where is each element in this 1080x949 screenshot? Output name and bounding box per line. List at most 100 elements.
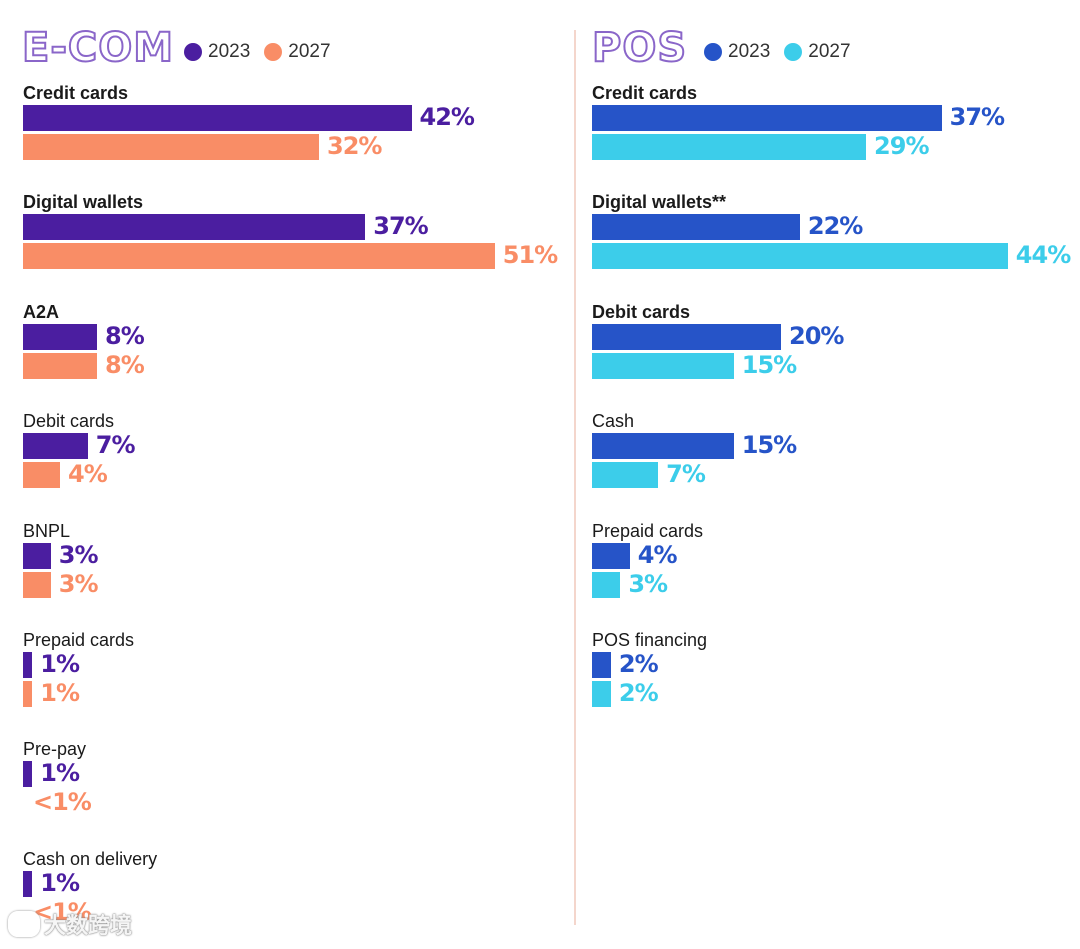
- pos-value-label-2027: 2%: [618, 679, 659, 707]
- pos-bar-2027: [592, 462, 659, 489]
- pos-value-label-2023: 22%: [807, 212, 863, 241]
- pos-legend-2027-label: 2027: [808, 41, 851, 62]
- ecom-value-label-2023: 1%: [40, 759, 80, 788]
- ecom-category-label: Digital wallets: [23, 192, 144, 213]
- legend-dot-icon: [784, 43, 803, 61]
- ecom-category-label: A2A: [23, 301, 60, 322]
- ecom-bar-2023: [23, 214, 366, 241]
- ecom-legend-2023: 2023: [184, 40, 250, 64]
- legend-dot-icon: [184, 43, 202, 61]
- pos-bar-2027: [592, 134, 867, 160]
- pos-bar-2027: [592, 243, 1008, 270]
- pos-value-label-2027: 44%: [1015, 241, 1071, 270]
- ecom-value-label-2023: 3%: [58, 540, 99, 569]
- ecom-bar-2027: [23, 681, 33, 707]
- ecom-legend-2027: 2027: [264, 40, 331, 64]
- legend-dot-icon: [264, 43, 283, 61]
- pos-title: POS: [591, 25, 688, 71]
- ecom-value-label-2023: 7%: [95, 431, 136, 460]
- pos-bar-2027: [592, 571, 621, 598]
- ecom-group-2: A2A 8% 8%: [23, 302, 583, 402]
- pos-group-1: Digital wallets** 22% 44%: [592, 192, 1080, 292]
- ecom-bar-2023: [23, 652, 33, 678]
- pos-group-5: POS financing 2% 2%: [592, 630, 1080, 730]
- pos-category-label: POS financing: [592, 630, 708, 650]
- pos-category-label: Credit cards: [592, 83, 698, 103]
- ecom-group-3: Debit cards 7% 4%: [23, 411, 583, 511]
- pos-bar-2023: [592, 652, 611, 678]
- ecom-legend-2023-label: 2023: [208, 41, 251, 62]
- ecom-category-label: Cash on delivery: [23, 848, 158, 869]
- pos-value-label-2023: 2%: [618, 650, 659, 678]
- pos-value-label-2023: 37%: [949, 103, 1005, 131]
- panel-divider: [574, 30, 576, 925]
- pos-group-3: Cash 15% 7%: [592, 411, 1080, 511]
- ecom-category-label: Credit cards: [23, 83, 129, 103]
- ecom-value-label-2027: 3%: [58, 569, 99, 598]
- pos-category-label: Prepaid cards: [592, 520, 704, 541]
- pos-category-label: Cash: [592, 411, 635, 432]
- watermark: 大数跨境: [8, 908, 132, 940]
- ecom-group-1: Digital wallets 37% 51%: [23, 192, 583, 292]
- ecom-group-7: Cash on delivery 1% <1%: [23, 849, 583, 949]
- pos-bar-2023: [592, 433, 734, 460]
- ecom-value-label-2027: 32%: [327, 132, 382, 160]
- ecom-value-label-2023: 8%: [105, 321, 145, 350]
- pos-value-label-2027: 15%: [741, 350, 797, 379]
- pos-value-label-2027: 7%: [666, 460, 706, 489]
- pos-value-label-2023: 20%: [789, 321, 844, 350]
- ecom-bar-2023: [23, 761, 33, 788]
- ecom-legend-2027-label: 2027: [288, 41, 331, 62]
- ecom-bar-2027: [23, 243, 495, 270]
- pos-group-2: Debit cards 20% 15%: [592, 302, 1080, 402]
- pos-bar-2023: [592, 105, 942, 131]
- pos-bar-2027: [592, 352, 734, 379]
- ecom-value-label-2027: <1%: [33, 788, 92, 817]
- ecom-category-label: Prepaid cards: [23, 630, 135, 650]
- pos-panel: POS 2023 2027 Credit cards 37% 29% Digital …: [577, 0, 1080, 947]
- pos-bar-2027: [592, 681, 611, 707]
- ecom-value-label-2023: 1%: [40, 650, 80, 678]
- ecom-bar-2023: [23, 105, 412, 131]
- pos-bar-2023: [592, 542, 630, 569]
- ecom-group-6: Pre-pay 1% <1%: [23, 739, 583, 839]
- ecom-title: E-COM: [21, 25, 175, 71]
- pos-group-4: Prepaid cards 4% 3%: [592, 521, 1080, 621]
- watermark-text: 大数跨境: [44, 913, 133, 938]
- pos-legend-2027: 2027: [784, 40, 851, 64]
- ecom-group-0: Credit cards 42% 32%: [23, 83, 583, 183]
- pos-category-label: Digital wallets**: [592, 192, 727, 213]
- ecom-value-label-2027: 51%: [502, 241, 558, 270]
- ecom-value-label-2027: <1%: [33, 897, 92, 926]
- pos-legend-2023: 2023: [704, 40, 770, 64]
- ecom-group-5: Prepaid cards 1% 1%: [23, 630, 583, 730]
- pos-category-label: Debit cards: [592, 301, 691, 322]
- ecom-category-label: Pre-pay: [23, 739, 87, 760]
- ecom-bar-2023: [23, 433, 88, 460]
- pos-value-label-2023: 4%: [637, 540, 678, 569]
- legend-dot-icon: [704, 43, 722, 61]
- ecom-category-label: BNPL: [23, 520, 71, 541]
- pos-value-label-2027: 29%: [874, 132, 929, 160]
- pos-value-label-2023: 15%: [741, 431, 797, 460]
- ecom-legend: 2023 2027: [184, 40, 345, 64]
- watermark-logo-icon: [8, 911, 40, 937]
- ecom-bar-2023: [23, 870, 33, 897]
- ecom-bar-2027: [23, 571, 51, 598]
- ecom-bar-2023: [23, 542, 51, 569]
- ecom-value-label-2027: 8%: [105, 350, 145, 379]
- pos-legend: 2023 2027: [704, 40, 865, 64]
- ecom-bar-2023: [23, 323, 97, 350]
- ecom-panel: E-COM 2023 2027 Credit cards 42% 32% Digita…: [21, 25, 558, 926]
- ecom-value-label-2023: 42%: [419, 103, 475, 131]
- ecom-bar-2027: [23, 352, 97, 379]
- pos-group-0: Credit cards 37% 29%: [592, 83, 1080, 183]
- ecom-category-label: Debit cards: [23, 411, 115, 432]
- ecom-value-label-2023: 1%: [40, 868, 80, 897]
- pos-bar-2023: [592, 214, 800, 241]
- ecom-value-label-2027: 4%: [68, 460, 108, 489]
- pos-value-label-2027: 3%: [628, 569, 668, 598]
- ecom-value-label-2027: 1%: [40, 679, 80, 707]
- ecom-value-label-2023: 37%: [373, 212, 428, 241]
- ecom-group-4: BNPL 3% 3%: [23, 521, 583, 621]
